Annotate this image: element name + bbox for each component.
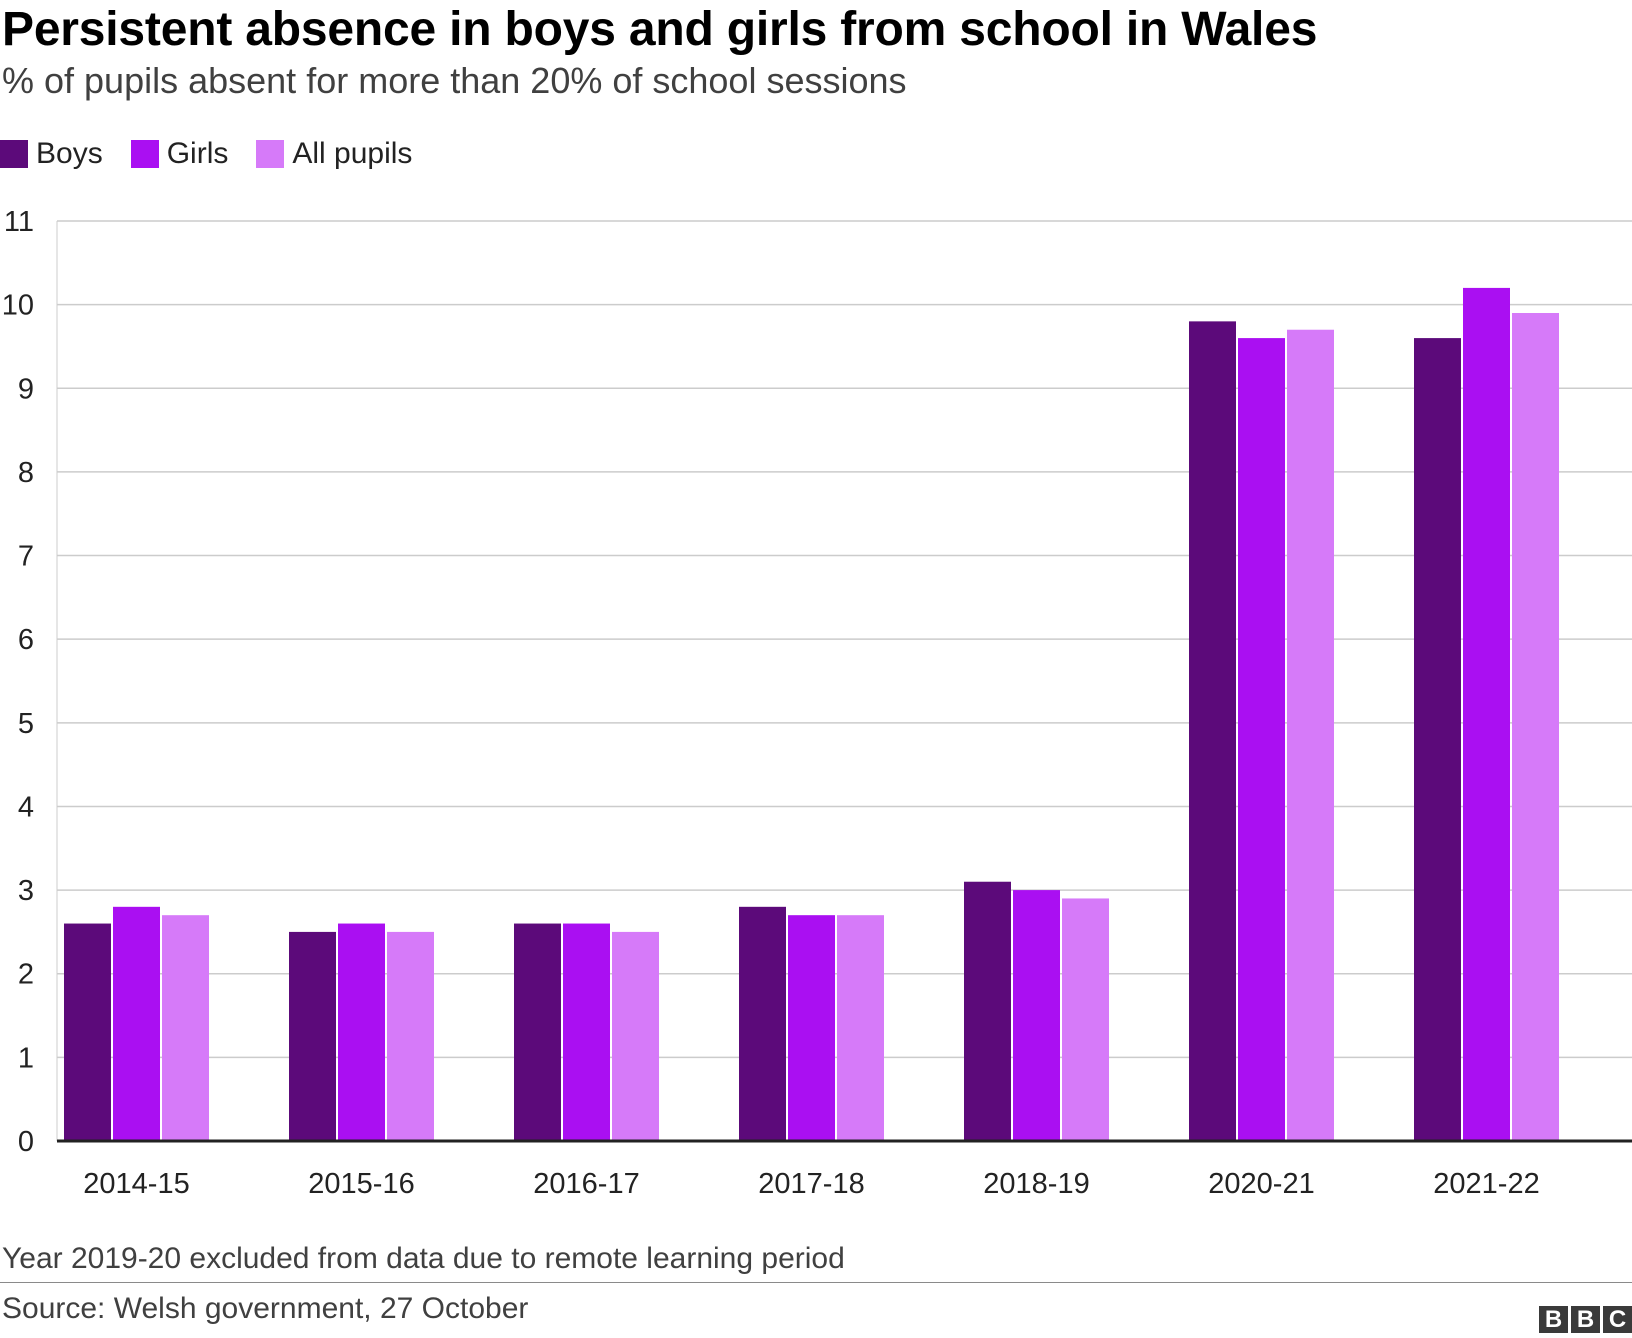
bar — [788, 915, 835, 1141]
logo-letter: B — [1539, 1306, 1568, 1333]
y-tick-label: 10 — [2, 290, 34, 322]
y-tick-label: 11 — [4, 206, 34, 238]
y-tick-label: 6 — [18, 624, 34, 656]
x-tick-label: 2020-21 — [1208, 1168, 1314, 1200]
y-tick-label: 8 — [18, 457, 34, 489]
legend-item-all-pupils: All pupils — [256, 137, 412, 171]
bar — [1189, 321, 1236, 1141]
bar-chart: 0 1 2 3 4 5 6 7 8 9 10 11 2014-15 2015-16 2016-17 2017-… — [2, 206, 1632, 1200]
bar — [1463, 287, 1510, 1142]
source-text: Source: Welsh government, 27 October — [2, 1292, 529, 1325]
bar — [1013, 890, 1060, 1141]
bar — [563, 923, 610, 1141]
bar — [1062, 898, 1109, 1141]
bar — [113, 906, 160, 1141]
bar — [514, 923, 561, 1141]
bar — [289, 931, 336, 1141]
bar — [612, 931, 659, 1141]
logo-letter: C — [1603, 1306, 1632, 1333]
legend-label-girls: Girls — [166, 137, 229, 170]
legend-swatch-all-pupils — [256, 140, 285, 168]
x-tick-label: 2014-15 — [83, 1168, 189, 1200]
legend-swatch-girls — [130, 140, 159, 168]
bar — [964, 881, 1011, 1141]
bar — [338, 923, 385, 1141]
chart-title: Persistent absence in boys and girls fro… — [2, 3, 1318, 56]
bar — [739, 906, 786, 1141]
bbc-logo: B B C — [1539, 1306, 1632, 1333]
legend-label-boys: Boys — [36, 137, 103, 170]
legend-swatch-boys — [0, 140, 28, 168]
y-tick-label: 2 — [18, 959, 34, 991]
x-tick-label: 2017-18 — [758, 1168, 864, 1200]
y-tick-label: 7 — [18, 541, 34, 573]
bar — [837, 915, 884, 1141]
y-tick-label: 3 — [18, 875, 34, 907]
bar — [1512, 313, 1559, 1141]
x-tick-label: 2018-19 — [983, 1168, 1089, 1200]
bar — [162, 915, 209, 1141]
y-tick-label: 9 — [18, 373, 34, 405]
y-tick-label: 5 — [18, 708, 34, 740]
bar — [1414, 338, 1461, 1141]
bar — [1238, 338, 1285, 1141]
y-tick-label: 1 — [18, 1042, 34, 1074]
y-tick-label: 0 — [18, 1126, 34, 1158]
bar — [1287, 329, 1334, 1141]
x-tick-label: 2015-16 — [308, 1168, 414, 1200]
x-tick-label: 2021-22 — [1433, 1168, 1539, 1200]
legend: Boys Girls All pupils — [0, 134, 440, 174]
logo-letter: B — [1571, 1306, 1600, 1333]
legend-item-girls: Girls — [130, 137, 229, 171]
x-tick-label: 2016-17 — [533, 1168, 639, 1200]
legend-item-boys: Boys — [0, 137, 103, 171]
y-tick-label: 4 — [18, 791, 34, 823]
bar — [387, 931, 434, 1141]
chart-subtitle: % of pupils absent for more than 20% of … — [2, 60, 907, 101]
footer-divider — [0, 1282, 1632, 1283]
bar — [64, 923, 111, 1141]
legend-label-all-pupils: All pupils — [292, 137, 413, 170]
chart-note: Year 2019-20 excluded from data due to r… — [2, 1242, 845, 1275]
